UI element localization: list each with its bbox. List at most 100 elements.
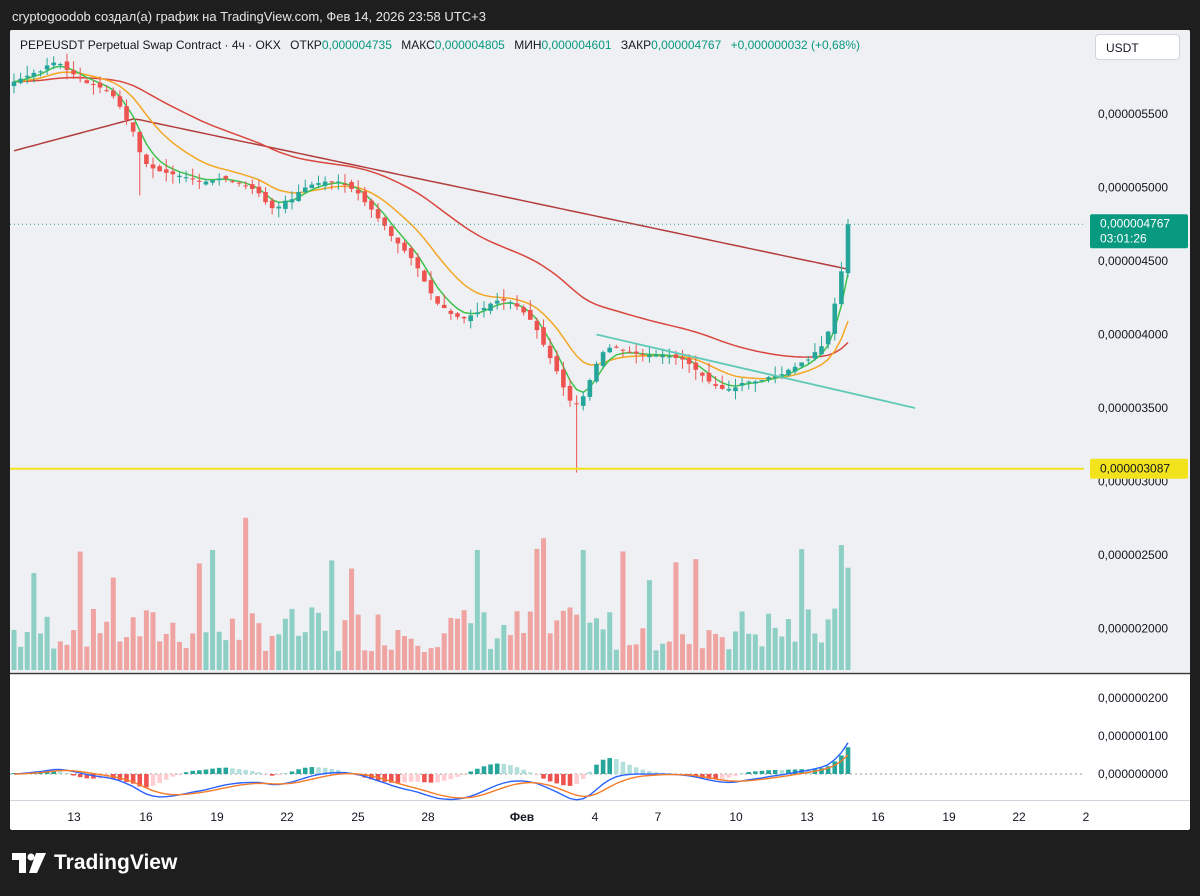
volume-bar bbox=[693, 559, 699, 670]
volume-bar bbox=[759, 646, 765, 670]
macd-histogram-bar bbox=[124, 774, 129, 783]
macd-histogram-bar bbox=[501, 763, 507, 774]
candle-body bbox=[508, 302, 513, 304]
price-tick-label: 0,000003500 bbox=[1098, 401, 1168, 415]
volume-bar bbox=[706, 630, 712, 670]
volume-bar bbox=[382, 645, 388, 670]
volume-bar bbox=[322, 630, 328, 670]
time-tick-label: 16 bbox=[139, 810, 153, 824]
candle-body bbox=[283, 200, 288, 209]
volume-bar bbox=[600, 629, 606, 670]
candle-body bbox=[236, 182, 242, 184]
currency-button[interactable]: USDT bbox=[1095, 34, 1180, 60]
time-tick-label: Фев bbox=[510, 810, 534, 824]
volume-bar bbox=[176, 641, 182, 670]
volume-bar bbox=[593, 618, 599, 670]
macd-histogram-bar bbox=[607, 758, 613, 774]
candle-body bbox=[117, 96, 123, 107]
macd-histogram-bar bbox=[805, 769, 811, 774]
candle-body bbox=[792, 366, 798, 372]
macd-histogram-bar bbox=[302, 767, 308, 774]
candle-body bbox=[309, 184, 315, 189]
candle-body bbox=[746, 381, 752, 383]
candle-body bbox=[786, 369, 791, 376]
macd-histogram-bar bbox=[594, 764, 599, 774]
macd-histogram-bar bbox=[786, 769, 791, 774]
volume-bar bbox=[256, 623, 262, 670]
volume-bar bbox=[732, 631, 738, 670]
volume-bar bbox=[633, 644, 639, 670]
macd-histogram-bar bbox=[150, 774, 156, 786]
volume-bar bbox=[395, 630, 401, 670]
candle-body bbox=[428, 280, 434, 294]
macd-histogram-bar bbox=[428, 774, 434, 783]
volume-bar bbox=[329, 560, 335, 670]
candle-body bbox=[336, 181, 341, 183]
macd-histogram-bar bbox=[210, 768, 215, 774]
volume-bar bbox=[514, 611, 520, 670]
macd-tick-label: 0,000000100 bbox=[1098, 729, 1168, 743]
volume-bar bbox=[481, 612, 487, 670]
macd-signal-line bbox=[13, 754, 849, 799]
price-tick-label: 0,000002500 bbox=[1098, 548, 1168, 562]
volume-bar bbox=[335, 650, 341, 670]
macd-pane-bg bbox=[10, 676, 1190, 800]
candle-body bbox=[554, 356, 560, 372]
volume-bar bbox=[18, 646, 24, 670]
high-label: МАКС bbox=[401, 38, 435, 52]
candle-body bbox=[666, 356, 672, 358]
volume-bar bbox=[574, 614, 580, 670]
macd-histogram-bar bbox=[329, 768, 335, 774]
macd-histogram-bar bbox=[779, 770, 785, 774]
volume-bar bbox=[812, 633, 818, 670]
candle-body bbox=[481, 308, 487, 311]
macd-histogram-bar bbox=[587, 771, 593, 774]
candle-body bbox=[97, 82, 103, 88]
candle-body bbox=[302, 187, 308, 193]
volume-bar bbox=[64, 644, 70, 670]
macd-histogram-bar bbox=[825, 766, 831, 774]
macd-histogram-bar bbox=[130, 774, 136, 784]
macd-histogram-bar bbox=[236, 769, 242, 774]
candle-body bbox=[468, 315, 474, 322]
macd-histogram-bar bbox=[117, 774, 123, 781]
volume-bar bbox=[124, 637, 130, 670]
level-tag-bg bbox=[1090, 458, 1188, 479]
volume-bar bbox=[554, 620, 560, 670]
volume-bar bbox=[368, 651, 374, 670]
volume-bar bbox=[435, 647, 441, 670]
volume-bar bbox=[653, 650, 659, 670]
macd-histogram-bar bbox=[256, 772, 262, 774]
chart-canvas[interactable]: 0,000005500 0,000005000 0,000004500 0,00000… bbox=[10, 30, 1190, 830]
candle-body bbox=[18, 78, 23, 83]
macd-histogram-bar bbox=[706, 774, 712, 779]
price-tag-bg bbox=[1090, 214, 1188, 249]
candle-body bbox=[402, 242, 407, 251]
macd-histogram-bar bbox=[640, 769, 646, 774]
macd-histogram-bar bbox=[521, 769, 526, 774]
candle-body bbox=[170, 171, 176, 175]
candle-body bbox=[488, 303, 493, 311]
macd-histogram-bar bbox=[759, 770, 765, 774]
candle-body bbox=[104, 90, 109, 92]
candle-body bbox=[408, 248, 414, 259]
macd-histogram-bar bbox=[574, 774, 579, 784]
volume-bar bbox=[825, 619, 831, 670]
candle-body bbox=[627, 351, 632, 353]
candle-body bbox=[296, 191, 301, 202]
volume-bar bbox=[501, 624, 507, 670]
candle-body bbox=[249, 184, 255, 189]
chart-caption: cryptogoodob создал(а) график на Trading… bbox=[12, 9, 486, 24]
candle-body bbox=[845, 224, 851, 274]
candle-body bbox=[203, 181, 209, 185]
symbol-title: PEPEUSDT Perpetual Swap Contract · 4ч · … bbox=[20, 38, 281, 52]
macd-histogram-bar bbox=[316, 767, 321, 774]
volume-bar bbox=[263, 650, 269, 670]
candle-body bbox=[547, 345, 553, 359]
volume-bar bbox=[190, 633, 196, 670]
macd-histogram-bar bbox=[402, 774, 407, 783]
volume-bar bbox=[580, 550, 586, 670]
macd-histogram-bar bbox=[792, 769, 798, 774]
volume-bar bbox=[746, 633, 752, 670]
macd-histogram-bar bbox=[435, 774, 440, 783]
